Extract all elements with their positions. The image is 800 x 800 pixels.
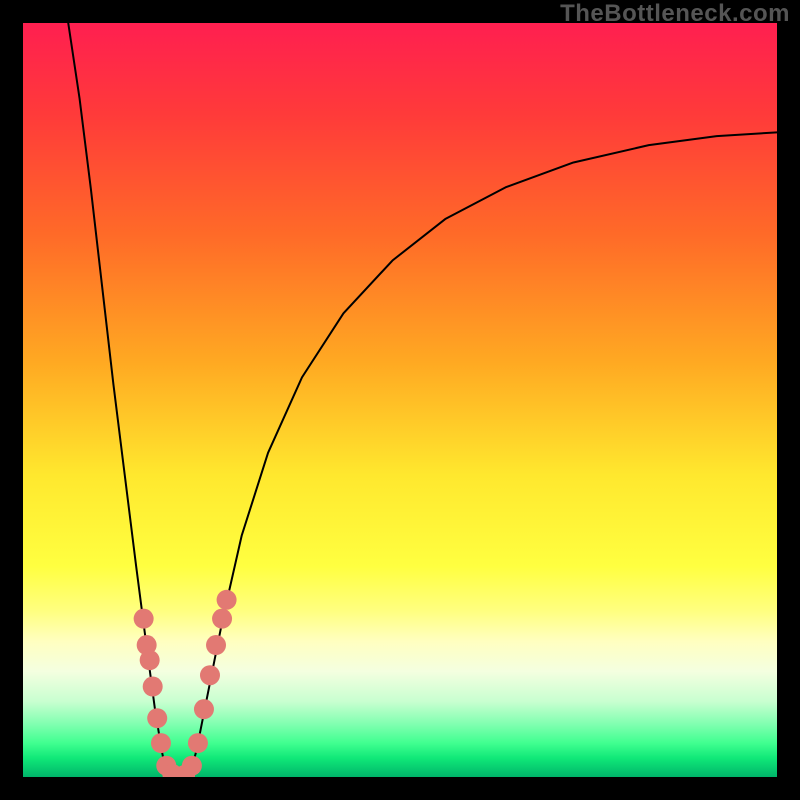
data-marker (147, 708, 167, 728)
data-marker (140, 650, 160, 670)
plot-area (23, 23, 777, 777)
data-marker (206, 635, 226, 655)
data-marker (217, 590, 237, 610)
gradient-background (23, 23, 777, 777)
outer-frame: TheBottleneck.com (0, 0, 800, 800)
data-marker (143, 677, 163, 697)
data-marker (151, 733, 171, 753)
data-marker (212, 609, 232, 629)
data-marker (182, 756, 202, 776)
data-marker (134, 609, 154, 629)
chart-svg (23, 23, 777, 777)
data-marker (194, 699, 214, 719)
data-marker (188, 733, 208, 753)
data-marker (200, 665, 220, 685)
